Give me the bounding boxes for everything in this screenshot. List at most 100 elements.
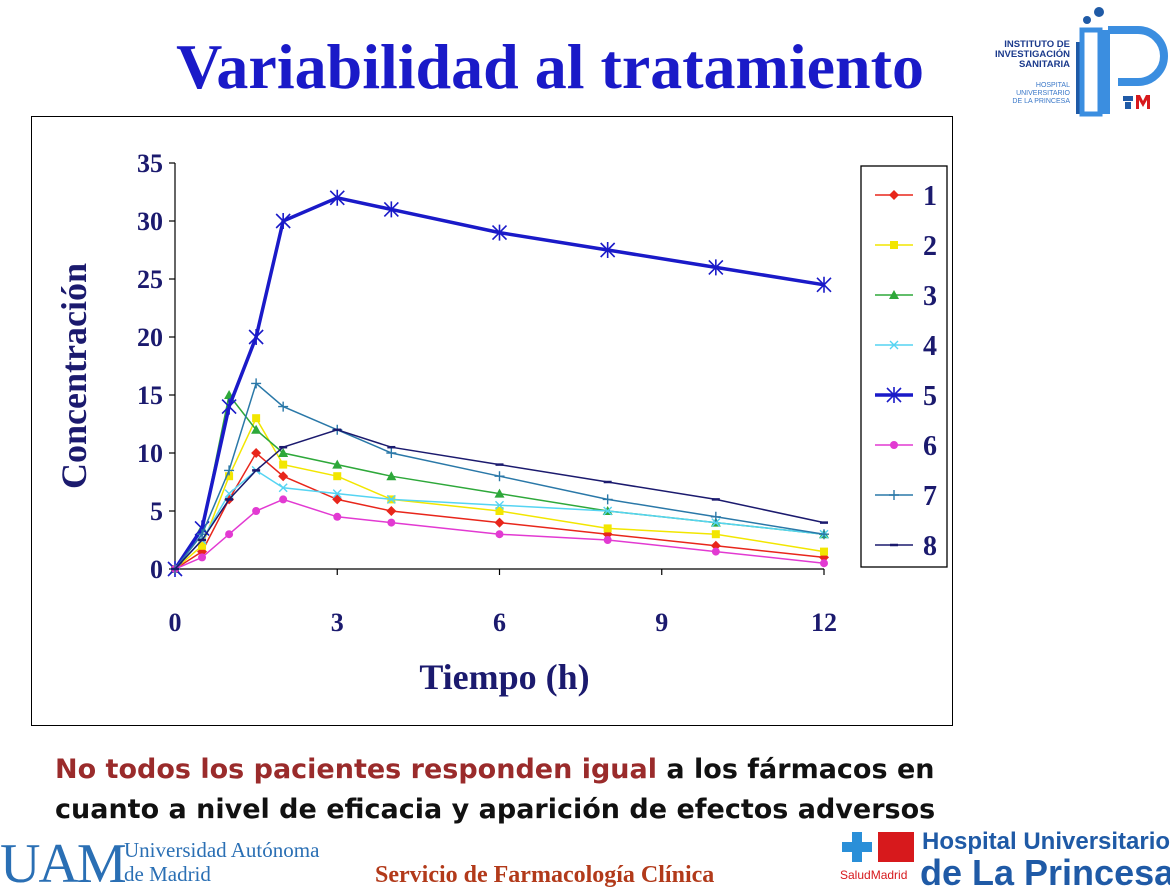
legend-marker-3 bbox=[889, 290, 899, 299]
series-6-point bbox=[603, 536, 612, 544]
series-5-point bbox=[221, 398, 237, 415]
x-tick-label: 3 bbox=[331, 608, 344, 637]
series-1-point bbox=[494, 517, 505, 528]
bottom-rest: a los fármacos en bbox=[657, 754, 935, 785]
series-5-point bbox=[383, 201, 399, 218]
series-5-point bbox=[248, 329, 264, 345]
salud-madrid-label: SaludMadrid bbox=[840, 868, 908, 882]
series-5-point bbox=[329, 189, 345, 206]
footer-service: Servicio de Farmacología Clínica bbox=[375, 862, 715, 888]
legend-marker-7 bbox=[889, 490, 899, 500]
slide-title: Variabilidad al tratamiento bbox=[176, 31, 924, 102]
hospital-princesa-logo: SaludMadrid Hospital Universitario de La… bbox=[838, 826, 1170, 894]
series-2-point bbox=[279, 460, 288, 469]
series-6-point bbox=[495, 530, 504, 539]
series-2-point bbox=[495, 507, 504, 515]
x-tick-label: 9 bbox=[655, 608, 668, 637]
legend-label-4: 4 bbox=[923, 331, 937, 362]
ip-logo-line: SANITARIA bbox=[1018, 59, 1070, 70]
series-4-point bbox=[711, 518, 721, 528]
legend-marker-6 bbox=[890, 441, 898, 449]
legend-label-3: 3 bbox=[923, 281, 937, 312]
series-1-point bbox=[197, 546, 208, 557]
x-tick-label: 12 bbox=[811, 608, 837, 637]
bottom-highlight: No todos los pacientes responden igual bbox=[55, 754, 657, 785]
series-6-point bbox=[387, 518, 396, 527]
series-1-point bbox=[251, 448, 262, 458]
series-5-point bbox=[708, 259, 724, 276]
y-tick-label: 5 bbox=[150, 497, 163, 526]
series-6-point bbox=[225, 530, 234, 539]
series-6-point bbox=[711, 547, 720, 556]
legend-label-2: 2 bbox=[923, 231, 937, 262]
uam-line-2: de Madrid bbox=[124, 862, 211, 886]
series-line-3 bbox=[174, 393, 825, 570]
series-4-point bbox=[332, 489, 342, 499]
legend-label-8: 8 bbox=[923, 531, 937, 562]
series-5-point bbox=[600, 242, 616, 258]
y-tick-label: 35 bbox=[137, 149, 163, 178]
uam-name: Universidad Autónoma de Madrid bbox=[124, 838, 319, 886]
princesa-line-1: Hospital Universitario bbox=[922, 828, 1170, 855]
ip-logo-line: INVESTIGACIÓN bbox=[995, 49, 1070, 60]
legend-marker-5 bbox=[886, 387, 902, 403]
series-2-point bbox=[711, 530, 720, 539]
legend-label-6: 6 bbox=[923, 431, 937, 462]
y-tick-label: 10 bbox=[137, 439, 163, 468]
ip-logo-subline: UNIVERSITARIO bbox=[1016, 90, 1070, 97]
series-3-point bbox=[332, 459, 343, 469]
series-3-point bbox=[251, 424, 262, 434]
ip-logo-text: INSTITUTO DE INVESTIGACIÓN SANITARIA bbox=[988, 40, 1070, 70]
series-4-point bbox=[603, 506, 613, 516]
series-5-point bbox=[491, 224, 508, 241]
uam-mark: UAM bbox=[0, 833, 127, 895]
series-1-point bbox=[332, 494, 343, 505]
series-6-point bbox=[252, 507, 261, 515]
series-4-point bbox=[386, 494, 396, 504]
series-2-point bbox=[333, 472, 342, 481]
series-7-point bbox=[278, 401, 289, 412]
health-cross-icon bbox=[842, 832, 872, 862]
series-5-point bbox=[275, 213, 291, 229]
ip-logo-subtext: HOSPITAL UNIVERSITARIO DE LA PRINCESA bbox=[988, 82, 1070, 106]
princesa-line-2: de La Princesa bbox=[920, 852, 1170, 893]
series-7-point bbox=[494, 471, 505, 482]
uam-line-1: Universidad Autónoma bbox=[124, 838, 320, 862]
y-tick-label: 25 bbox=[137, 265, 163, 294]
legend-marker-2 bbox=[890, 241, 898, 249]
series-1-point bbox=[278, 471, 289, 482]
series-4-point bbox=[278, 483, 288, 493]
chart-frame: 0 5 10 15 20 25 30 35 0 3 6 9 12 Tiempo (h) Concentrac… bbox=[31, 116, 953, 726]
ip-logo-line: INSTITUTO DE bbox=[1004, 39, 1070, 50]
bottom-line-2: cuanto a nivel de eficacia y aparición d… bbox=[55, 794, 936, 825]
x-axis-label: Tiempo (h) bbox=[419, 657, 589, 697]
ip-logo-subline: DE LA PRINCESA bbox=[1012, 98, 1070, 105]
series-2-point bbox=[225, 472, 234, 481]
series-7-point bbox=[224, 465, 235, 476]
series-7-point bbox=[251, 378, 262, 389]
y-tick-label: 30 bbox=[137, 207, 163, 236]
series-7-point bbox=[710, 511, 721, 522]
series-6-point bbox=[333, 512, 342, 521]
ip-logo-mark bbox=[1076, 7, 1168, 117]
uam-logo: UAM Universidad Autónoma de Madrid bbox=[0, 822, 360, 895]
series-6-point bbox=[198, 553, 207, 562]
series-3-point bbox=[494, 488, 505, 498]
y-tick-label: 20 bbox=[137, 323, 163, 352]
ip-logo-subline: HOSPITAL bbox=[1035, 82, 1070, 89]
y-tick-label: 15 bbox=[137, 381, 163, 410]
series-7-point bbox=[602, 494, 613, 505]
series-2-point bbox=[603, 524, 612, 533]
series-6-point bbox=[279, 495, 288, 504]
series-1-point bbox=[386, 506, 397, 516]
series-2-point bbox=[820, 547, 828, 556]
y-tick-label: 0 bbox=[150, 555, 163, 584]
legend-marker-1 bbox=[889, 190, 899, 200]
x-tick-label: 6 bbox=[493, 608, 506, 637]
bottom-statement: No todos los pacientes responden igual a… bbox=[55, 750, 1055, 830]
series-7-point bbox=[819, 529, 829, 540]
series-6-point bbox=[820, 559, 828, 568]
series-2-point bbox=[252, 414, 261, 423]
series-1-point bbox=[710, 540, 721, 551]
madrid-flag-icon bbox=[878, 832, 914, 862]
